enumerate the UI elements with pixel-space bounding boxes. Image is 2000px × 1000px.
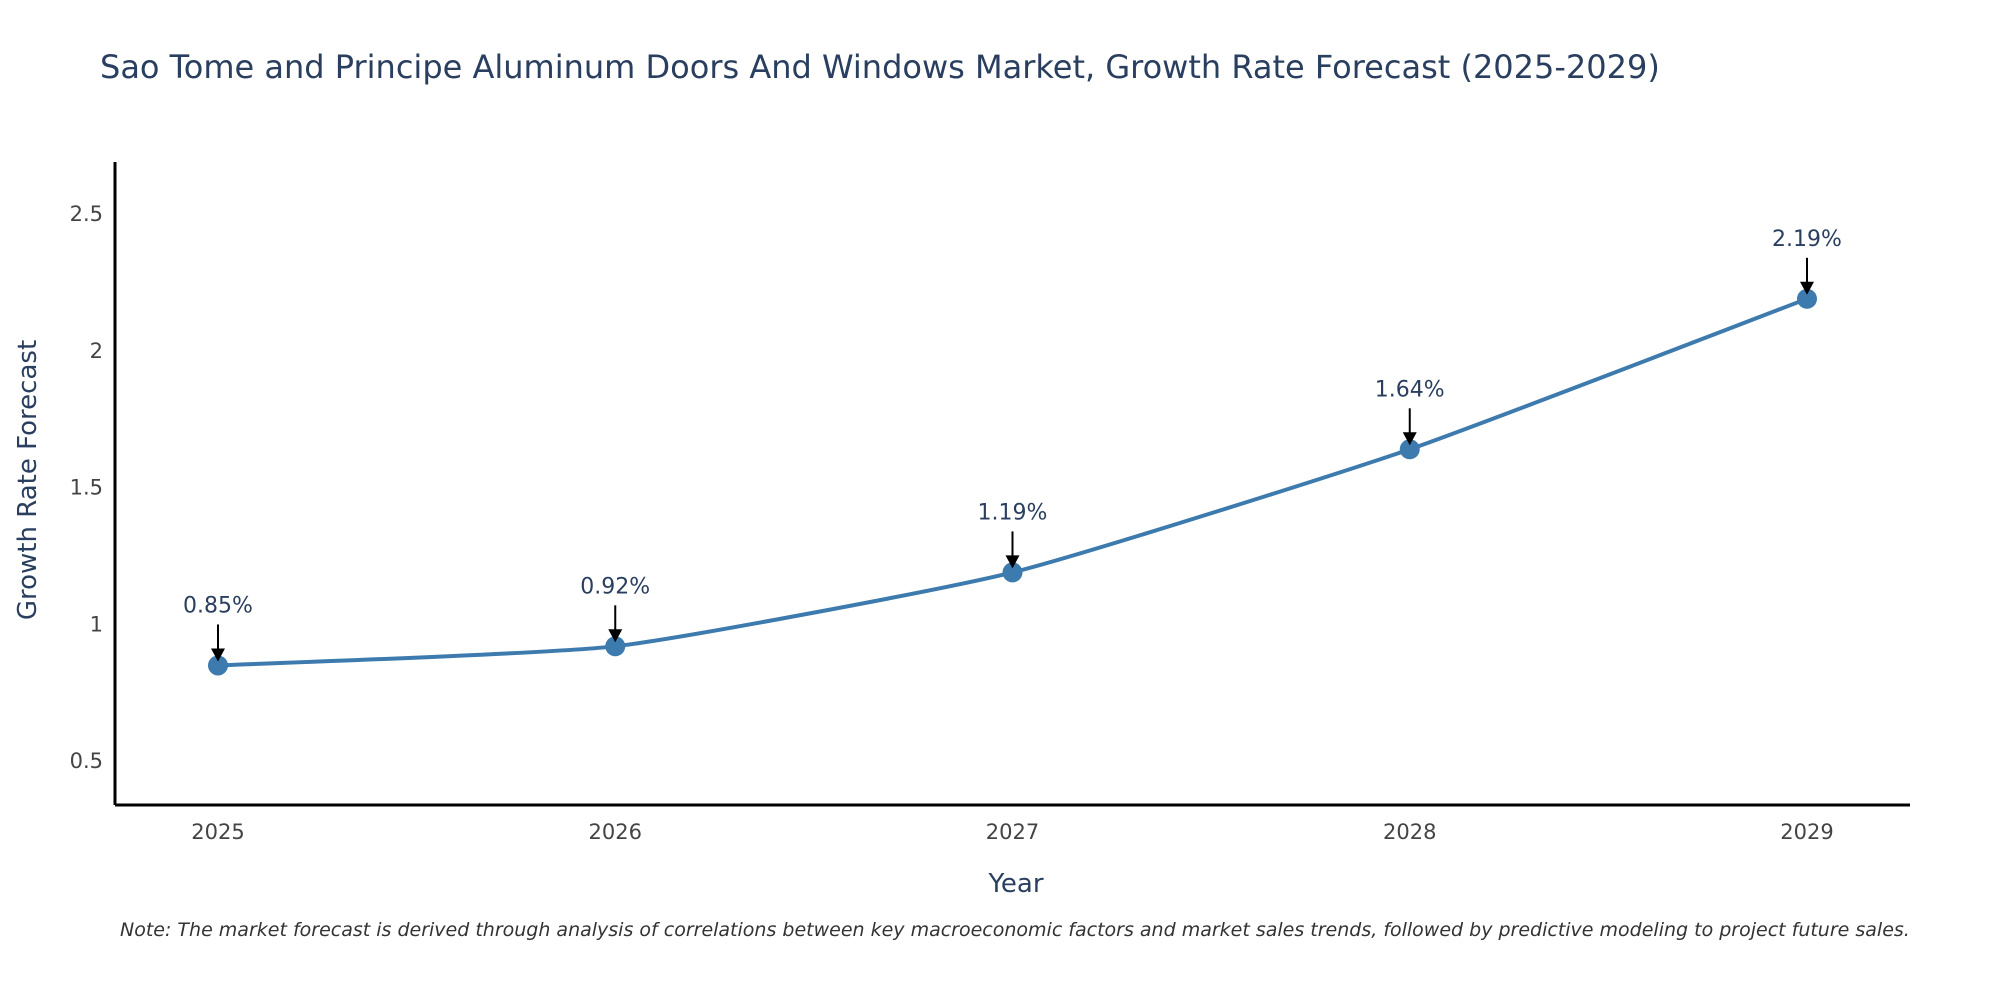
y-tick-label: 1: [90, 612, 103, 636]
chart-note: Note: The market forecast is derived thr…: [120, 919, 1910, 941]
x-tick-label: 2028: [1383, 820, 1436, 844]
y-tick-label: 0.5: [70, 749, 103, 773]
y-tick-label: 2: [90, 339, 103, 363]
annotation-arrowhead: [1005, 555, 1020, 569]
y-axis-title: Growth Rate Forecast: [13, 340, 43, 620]
series: [208, 288, 1817, 676]
x-tick-label: 2027: [986, 820, 1039, 844]
data-point: [1399, 439, 1420, 460]
data-point: [1797, 288, 1817, 309]
data-label: 1.64%: [1375, 377, 1445, 402]
data-point: [208, 655, 228, 676]
annotation-arrowhead: [1402, 432, 1417, 446]
data-label: 0.85%: [183, 593, 253, 618]
annotation-arrowhead: [608, 629, 623, 643]
x-tick-label: 2026: [589, 820, 642, 844]
data-point: [605, 636, 626, 657]
y-tick-label: 1.5: [70, 476, 103, 500]
data-label: 0.92%: [580, 574, 650, 599]
y-tick-label: 2.5: [70, 202, 103, 226]
series-line: [216, 296, 1809, 668]
annotation-arrowhead: [211, 648, 225, 662]
axes: [113, 162, 1910, 807]
annotations: 0.85% 0.92% 1.19% 1.64% 2.19%: [183, 227, 1842, 662]
data-point: [1002, 562, 1023, 583]
x-tick-label: 2025: [191, 820, 244, 844]
data-label: 1.19%: [978, 500, 1048, 525]
annotation-arrowhead: [1800, 281, 1814, 295]
tick-labels: 0.5 1 1.5 2 2.5 2025 2026 2027 2028 2029: [70, 202, 1834, 844]
x-axis-title: Year: [987, 869, 1043, 899]
chart-title: Sao Tome and Principe Aluminum Doors And…: [100, 48, 1660, 86]
x-tick-label: 2029: [1780, 820, 1833, 844]
data-label: 2.19%: [1772, 227, 1842, 252]
